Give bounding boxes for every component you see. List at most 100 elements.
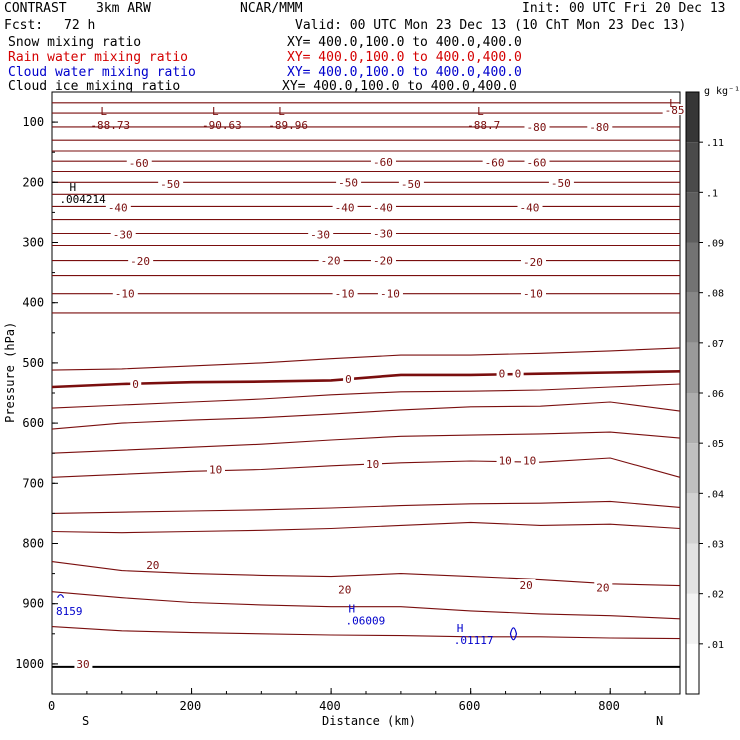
contour-label: -10 (115, 288, 135, 301)
colorbar-swatch (686, 593, 699, 644)
contour-label-bg (144, 559, 163, 571)
contour-label: 0 (132, 378, 139, 391)
forecast-label: Fcst: (4, 18, 44, 33)
x-tick-label: 400 (319, 699, 341, 713)
contour-label-bg (318, 254, 344, 266)
y-tick-label: 300 (22, 236, 44, 250)
colorbar-tick-label: .02 (706, 590, 724, 601)
model-name: CONTRAST (4, 1, 67, 16)
minimum-value: -88.7 (467, 119, 500, 132)
temperature-contour (51, 591, 681, 620)
x-tick-label: 200 (180, 699, 202, 713)
contour-label: 10 (366, 458, 379, 471)
contour-label: -10 (523, 288, 543, 301)
cloud-water-max-value: .06009 (346, 615, 386, 628)
contour-label: -20 (523, 256, 543, 269)
minimum-symbol: L (100, 105, 107, 118)
y-tick-label: 600 (22, 416, 44, 430)
contour-label-bg (496, 367, 508, 379)
contour-label-bg (521, 454, 539, 466)
contour-label-bg (398, 178, 424, 190)
contour-label-bg (482, 156, 508, 168)
temperature-contour (51, 383, 681, 409)
colorbar-swatch (686, 242, 699, 293)
maximum-value: .004214 (59, 193, 106, 206)
contour-label-bg (110, 228, 136, 240)
colorbar-tick-label: .11 (706, 138, 724, 149)
contour-label-bg (377, 287, 403, 299)
temperature-contour (51, 347, 681, 371)
colorbar-tick-label: .04 (706, 489, 724, 500)
contour-label-bg (524, 156, 550, 168)
contour-label-bg (130, 377, 142, 389)
cloud-water-contour (57, 594, 65, 598)
colorbar-swatch (686, 543, 699, 594)
colorbar-tick-label: .01 (706, 640, 724, 651)
contour-label: 20 (338, 583, 351, 596)
contour-label: -30 (113, 229, 133, 242)
temperature-contour (51, 431, 681, 454)
contour-label-bg (517, 201, 543, 213)
contour-label: 30 (76, 658, 89, 671)
contour-label-bg (370, 201, 396, 213)
contour-label-bg (364, 458, 382, 470)
minimum-value: -90.63 (202, 119, 242, 132)
field-xy-cloud-water: XY= 400.0,100.0 to 400.0,400.0 (287, 65, 522, 80)
minimum-symbol: L (212, 105, 219, 118)
contour-label-bg (521, 255, 546, 267)
colorbar-tick-label: .06 (706, 389, 724, 400)
contour-label: 10 (523, 454, 536, 467)
contour-label: -40 (520, 202, 540, 215)
colorbar-tick-label: .07 (706, 339, 724, 350)
field-xy-rain: XY= 400.0,100.0 to 400.0,400.0 (287, 50, 522, 65)
contour-label: -40 (335, 202, 355, 215)
colorbar-swatch (686, 192, 699, 243)
temperature-contour (51, 500, 681, 514)
minimum-symbol: L (278, 105, 285, 118)
y-tick-label: 200 (22, 175, 44, 189)
colorbar-swatch (686, 92, 699, 143)
contour-label: -60 (526, 156, 546, 169)
contour-label: 10 (499, 454, 512, 467)
plot-area: -85 -80 -80 -60 -60 -60 -60 -50 -50 -50 -50 -40 -40 -… (51, 91, 688, 695)
contour-label-bg (308, 228, 334, 240)
contour-label: -40 (108, 202, 128, 215)
field-name-snow: Snow mixing ratio (8, 35, 142, 50)
contour-label-bg (662, 104, 688, 116)
contour-label: -20 (321, 255, 341, 268)
minimum-value: -89.96 (268, 119, 308, 132)
contour-label: 20 (146, 559, 159, 572)
contour-label-bg (332, 287, 358, 299)
contour-label-bg (126, 157, 152, 169)
colorbar-swatch (686, 393, 699, 444)
contour-label-bg (207, 463, 225, 475)
contour-label-bg (332, 201, 358, 213)
contour-label-bg (594, 581, 613, 593)
colorbar-swatch (686, 292, 699, 343)
contour-label-bg (548, 176, 574, 188)
y-tick-label: 700 (22, 476, 44, 490)
x-tick-label: 0 (48, 699, 55, 713)
field-name-rain: Rain water mixing ratio (8, 50, 189, 65)
colorbar-tick-label: .09 (706, 239, 724, 250)
north-label: N (656, 714, 663, 728)
minimum-symbol: L (669, 97, 676, 110)
contour-label: -60 (129, 157, 149, 170)
contour-label-bg (517, 579, 536, 591)
forecast-hours: 72 h (64, 18, 96, 33)
y-axis-title: Pressure (hPa) (3, 322, 17, 423)
contour-label: 0 (499, 368, 506, 381)
x-tick-label: 800 (598, 699, 620, 713)
contour-label-bg (158, 178, 184, 190)
colorbar-swatch (686, 443, 699, 494)
contour-label: -30 (373, 227, 393, 240)
contour-label-bg (128, 255, 154, 267)
temperature-contour (51, 401, 681, 430)
field-name-cloud-water: Cloud water mixing ratio (8, 65, 196, 80)
contour-label: -30 (310, 229, 330, 242)
contour-label-bg (74, 657, 93, 669)
colorbar-tick-label: .05 (706, 439, 724, 450)
contour-label: 10 (209, 463, 222, 476)
colorbar-tick-label: .1 (706, 188, 718, 199)
